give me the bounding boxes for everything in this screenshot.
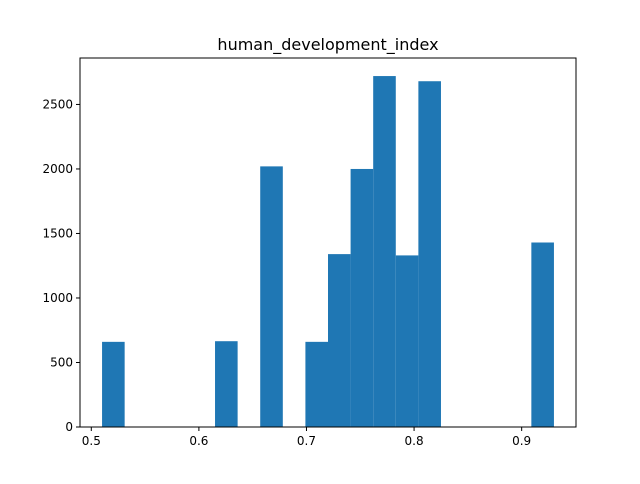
x-tick-label: 0.7 <box>297 434 316 448</box>
histogram-bar <box>215 341 238 427</box>
histogram-bar <box>350 168 374 427</box>
histogram-bar <box>305 341 328 427</box>
y-tick-label: 1000 <box>42 291 73 305</box>
y-tick-label: 2000 <box>42 162 73 176</box>
y-tick-label: 1500 <box>42 226 73 240</box>
histogram-bar <box>531 242 554 427</box>
bars-group <box>102 76 554 428</box>
histogram-bar <box>260 166 283 427</box>
histogram-bar <box>418 81 441 427</box>
x-tick-label: 0.6 <box>189 434 208 448</box>
y-tick-label: 0 <box>65 420 73 434</box>
histogram-bar <box>373 76 396 428</box>
y-tick-label: 500 <box>50 355 73 369</box>
chart-title: human_development_index <box>217 35 438 55</box>
y-tick-label: 2500 <box>42 97 73 111</box>
histogram-bar <box>395 255 419 427</box>
histogram-bar <box>102 341 125 427</box>
x-tick-label: 0.9 <box>512 434 531 448</box>
y-axis: 0 500 1000 1500 2000 2500 <box>42 97 80 434</box>
histogram-bar <box>328 254 351 427</box>
x-tick-label: 0.5 <box>82 434 101 448</box>
x-axis: 0.5 0.6 0.7 0.8 0.9 <box>82 427 531 448</box>
plot-frame <box>79 57 577 428</box>
x-tick-label: 0.8 <box>405 434 424 448</box>
